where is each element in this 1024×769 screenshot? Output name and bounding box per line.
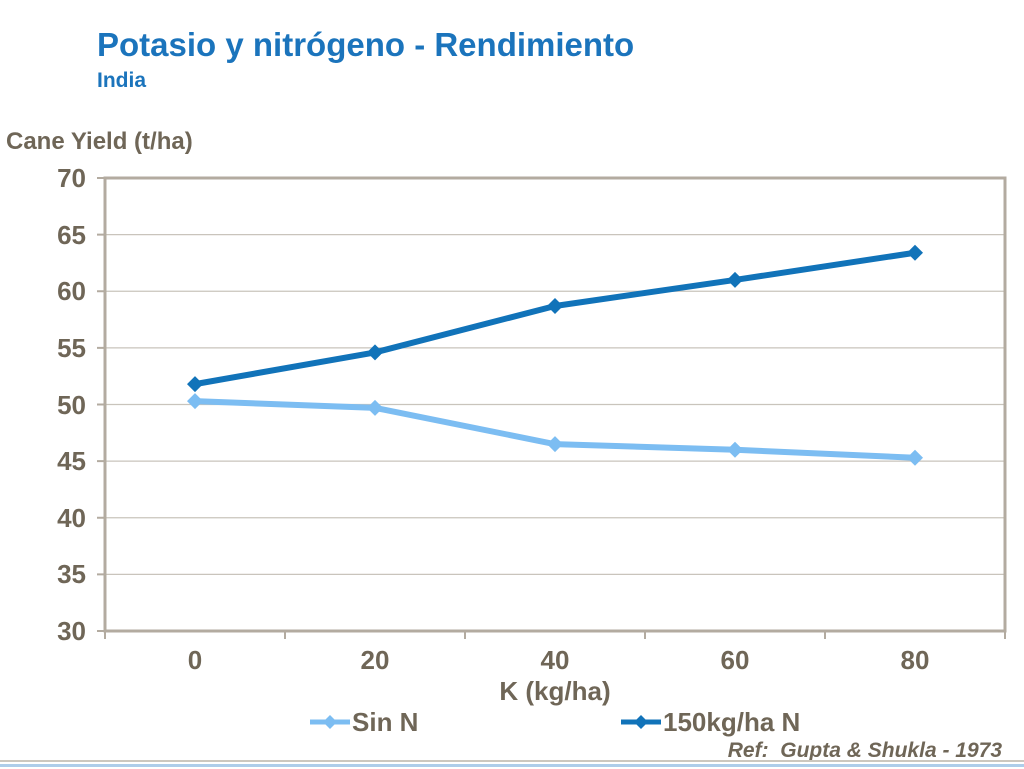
data-point-0 <box>367 399 383 416</box>
y-axis-title: Cane Yield (t/ha) <box>6 128 193 155</box>
data-point-0 <box>907 449 923 466</box>
y-tick-label: 40 <box>57 502 86 533</box>
x-tick-label: 40 <box>540 645 570 675</box>
data-point-1 <box>367 344 383 361</box>
y-tick-label: 60 <box>57 276 86 307</box>
footer-divider-blue <box>0 764 1024 767</box>
data-point-0 <box>187 393 203 410</box>
y-tick-label: 35 <box>57 559 86 590</box>
x-axis-title: K (kg/ha) <box>499 676 611 706</box>
legend-label-sin-n: Sin N <box>352 707 419 737</box>
y-tick-label: 45 <box>57 446 86 477</box>
x-tick-label: 0 <box>187 645 203 675</box>
x-tick-label: 80 <box>900 645 930 675</box>
legend-marker-diamond-0 <box>323 715 337 729</box>
legend-label-150kg-n: 150kg/ha N <box>663 707 801 737</box>
reference-text: Ref: Gupta & Shukla - 1973 <box>727 739 1002 762</box>
data-point-1 <box>547 297 563 314</box>
legend-marker-diamond-1 <box>634 715 648 729</box>
y-tick-label: 50 <box>57 389 86 420</box>
y-tick-label: 55 <box>57 332 86 363</box>
chart-title: Potasio y nitrógeno - Rendimiento <box>97 26 635 63</box>
x-tick-label: 60 <box>720 645 750 675</box>
data-point-1 <box>187 376 203 393</box>
y-tick-label: 30 <box>57 616 86 646</box>
x-tick-label: 20 <box>360 645 390 675</box>
footer-divider-gray <box>0 760 1024 762</box>
series-line-1 <box>194 249 916 388</box>
y-tick-label: 70 <box>57 163 86 193</box>
chart-subtitle: India <box>97 69 147 92</box>
data-point-0 <box>547 436 563 453</box>
data-point-0 <box>727 441 743 458</box>
y-tick-label: 65 <box>57 219 86 250</box>
data-point-1 <box>727 271 743 288</box>
data-point-1 <box>907 244 923 261</box>
